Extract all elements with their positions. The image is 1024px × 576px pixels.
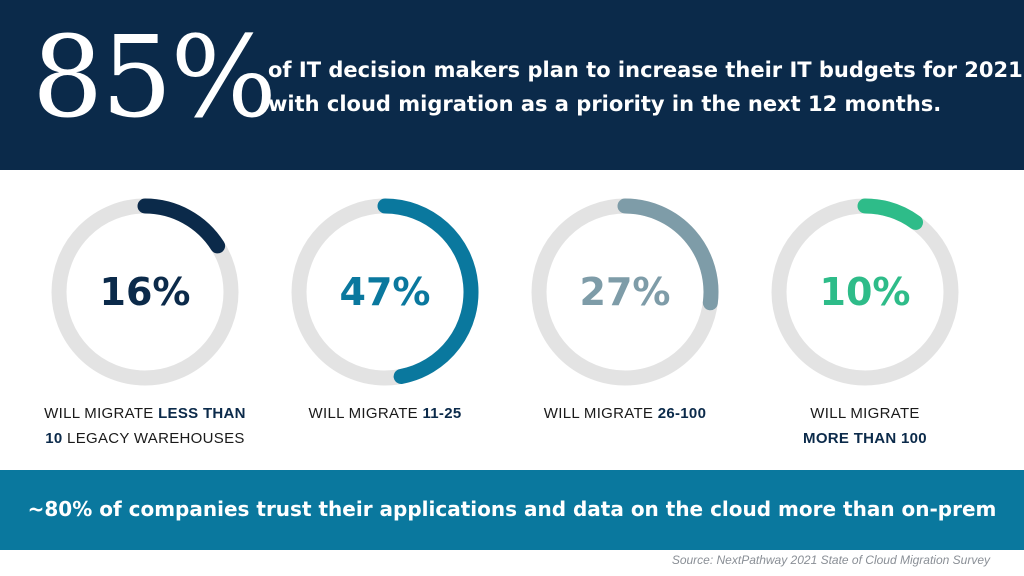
bottom-banner: ~80% of companies trust their applicatio… [0,470,1024,550]
bottom-banner-text: ~80% of companies trust their applicatio… [27,497,997,521]
donut-value-2: 47% [339,270,431,314]
donut-chart-4 [771,198,959,386]
donut-arc [857,198,924,230]
donut-value-3: 27% [579,270,671,314]
caption-1: WILL MIGRATE LESS THAN 10 LEGACY WAREHOU… [25,401,265,451]
caption-1-bold-2: 10 [45,430,63,447]
donut-arc [377,198,479,384]
headline-line-2: with cloud migration as a priority in th… [268,92,942,116]
headline-line-1: of IT decision makers plan to increase t… [268,58,1024,82]
caption-3-bold: 26-100 [657,405,707,422]
top-banner: 85% of IT decision makers plan to increa… [0,0,1024,170]
donut-arc [617,198,719,311]
caption-2-bold: 11-25 [422,405,462,422]
caption-2: WILL MIGRATE 11-25 [265,401,505,426]
caption-4-plain: WILL MIGRATE [810,405,920,422]
donut-chart-3 [531,198,719,386]
caption-3: WILL MIGRATE 26-100 [505,401,745,426]
donut-charts: 16% WILL MIGRATE LESS THAN 10 LEGACY WAR… [0,170,1024,470]
caption-4: WILL MIGRATE MORE THAN 100 [745,401,985,451]
source-note: Source: NextPathway 2021 State of Cloud … [671,553,990,567]
donut-value-1: 16% [99,270,191,314]
caption-1-bold: LESS THAN [158,405,246,422]
headline-text: of IT decision makers plan to increase t… [268,53,1024,121]
headline-stat: 85% [32,13,277,143]
caption-1-plain: WILL MIGRATE [44,405,159,422]
donut-chart-1 [51,198,239,386]
caption-1-plain-2: LEGACY WAREHOUSES [62,430,245,447]
donut-chart-2 [291,198,479,386]
donut-arc [137,198,226,254]
caption-4-bold: MORE THAN 100 [803,430,927,447]
donut-value-4: 10% [819,270,911,314]
caption-3-plain: WILL MIGRATE [543,405,658,422]
caption-2-plain: WILL MIGRATE [308,405,423,422]
